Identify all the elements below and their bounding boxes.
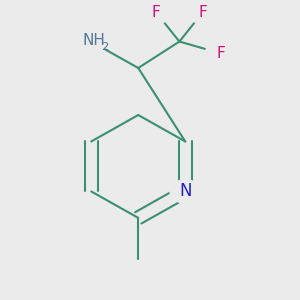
Text: F: F: [216, 46, 225, 61]
Text: NH: NH: [83, 33, 106, 48]
Ellipse shape: [141, 0, 171, 24]
Text: N: N: [179, 182, 191, 200]
Ellipse shape: [188, 0, 218, 24]
Ellipse shape: [170, 180, 200, 203]
Ellipse shape: [76, 30, 106, 53]
Ellipse shape: [205, 42, 236, 65]
Text: 2: 2: [101, 42, 108, 52]
Text: F: F: [152, 5, 160, 20]
Text: F: F: [199, 5, 207, 20]
